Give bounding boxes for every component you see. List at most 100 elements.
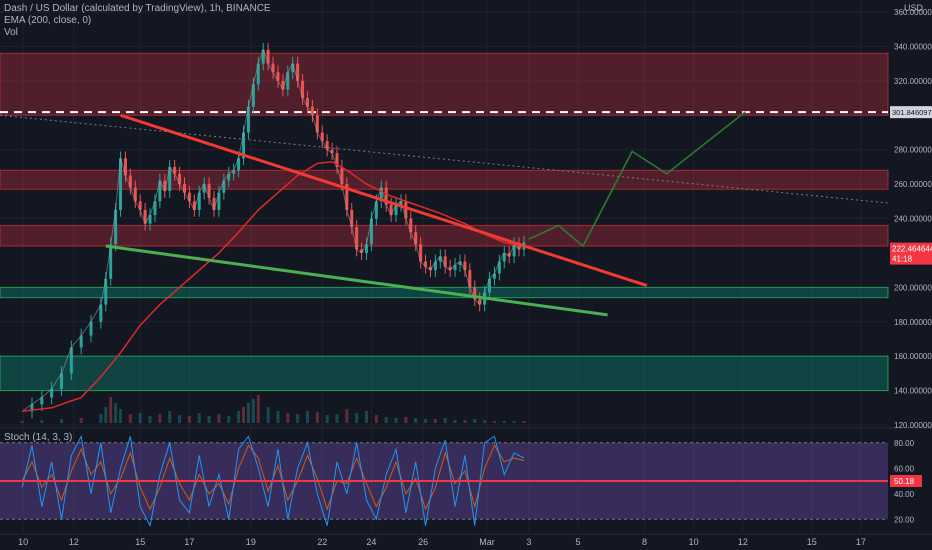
- volume-bar: [365, 411, 369, 423]
- support-zone: [0, 355, 889, 392]
- candle-body: [119, 158, 123, 210]
- volume-bar: [40, 420, 44, 423]
- candle-body: [502, 252, 506, 262]
- stoch-tick-label: 80.00: [894, 439, 915, 448]
- candle-body: [517, 244, 521, 250]
- price-lines: [0, 42, 889, 419]
- time-tick-label: 12: [738, 537, 748, 547]
- candle-body: [281, 80, 285, 90]
- ema-200-line: [22, 160, 525, 412]
- candle-body: [404, 201, 408, 219]
- volume-bar: [296, 414, 300, 423]
- volume-bar: [114, 403, 118, 423]
- volume-bar: [335, 414, 339, 423]
- candle-body: [123, 158, 127, 176]
- last-price-label: 222.464644: [892, 245, 932, 254]
- volume-bars: [20, 395, 526, 423]
- time-tick-label: 17: [184, 537, 194, 547]
- volume-bar: [384, 417, 388, 423]
- price-tick-label: 160.000000: [894, 352, 932, 361]
- candle-body: [355, 227, 359, 250]
- candle-body: [40, 397, 44, 405]
- time-tick-label: 10: [18, 537, 28, 547]
- countdown-label: 41:18: [892, 255, 913, 264]
- candle-body: [212, 197, 216, 210]
- stochastic-pane: 80.00 60.00 40.00 20.00 50.18: [0, 434, 922, 528]
- stoch-indicator-label[interactable]: Stoch (14, 3, 3): [4, 432, 73, 443]
- candle-body: [350, 209, 354, 228]
- resistance-zone: [0, 169, 889, 190]
- time-tick-label: 26: [418, 537, 428, 547]
- candle-body: [305, 98, 309, 107]
- candle-body: [369, 218, 373, 245]
- red-trendline: [120, 113, 648, 288]
- ema-indicator-label[interactable]: EMA (200, close, 0): [4, 15, 92, 26]
- volume-bar: [99, 414, 103, 423]
- candle-body: [187, 192, 191, 202]
- volume-bar: [404, 417, 408, 423]
- volume-bar: [443, 418, 447, 423]
- volume-bar: [345, 409, 349, 423]
- volume-bar: [217, 414, 221, 423]
- time-tick-label: 19: [246, 537, 256, 547]
- volume-bar: [355, 413, 359, 423]
- currency-label: USD: [904, 3, 924, 13]
- volume-bar: [178, 415, 182, 423]
- price-line: [21, 48, 525, 412]
- volume-bar: [492, 421, 496, 423]
- stoch-tick-label: 40.00: [894, 490, 915, 499]
- candle-body: [168, 166, 172, 191]
- volume-bar: [512, 421, 516, 423]
- price-tick-label: 180.000000: [894, 318, 932, 327]
- candle-body: [473, 287, 477, 300]
- time-tick-label: 12: [69, 537, 79, 547]
- time-tick-label: 10: [689, 537, 699, 547]
- candle-body: [138, 201, 142, 210]
- last-price-tag: [890, 242, 932, 265]
- stoch-k-line: [21, 434, 525, 528]
- time-tick-label: 3: [526, 537, 531, 547]
- volume-bar: [187, 416, 191, 423]
- dashed-level-label: 301.846097: [892, 108, 932, 117]
- time-tick-label: 8: [642, 537, 647, 547]
- candle-body: [497, 261, 501, 274]
- volume-bar: [109, 397, 113, 423]
- candle-body: [109, 244, 113, 279]
- candle-body: [99, 304, 103, 322]
- volume-bar: [128, 414, 132, 423]
- candle-body: [310, 106, 314, 116]
- candle-body: [104, 278, 108, 305]
- candle-body: [114, 209, 118, 245]
- candle-body: [30, 404, 34, 412]
- volume-indicator-label[interactable]: Vol: [4, 27, 18, 38]
- stoch-tick-label: 60.00: [894, 464, 915, 473]
- volume-bar: [286, 413, 290, 423]
- candle-body: [232, 170, 236, 174]
- green-trendline: [105, 244, 608, 317]
- volume-bar: [138, 413, 142, 423]
- candle-body: [453, 264, 457, 271]
- candle-body: [478, 299, 482, 305]
- candle-body: [202, 184, 206, 193]
- candle-body: [197, 192, 201, 210]
- candle-body: [419, 244, 423, 262]
- candle-body: [59, 373, 63, 389]
- candle-body: [394, 204, 398, 216]
- time-tick-label: 5: [576, 537, 581, 547]
- candle-body: [325, 141, 329, 150]
- candle-body: [182, 184, 186, 193]
- price-tick-label: 240.000000: [894, 215, 932, 224]
- time-tick-label: 15: [135, 537, 145, 547]
- volume-bar: [433, 419, 437, 423]
- resistance-zone: [0, 52, 889, 116]
- candle-body: [163, 180, 167, 191]
- candle-body: [463, 261, 467, 271]
- volume-bar: [158, 414, 162, 423]
- candle-body: [251, 84, 255, 107]
- volume-bar: [394, 418, 398, 423]
- candle-body: [301, 80, 305, 99]
- candle-body: [512, 244, 516, 257]
- volume-bar: [227, 416, 231, 423]
